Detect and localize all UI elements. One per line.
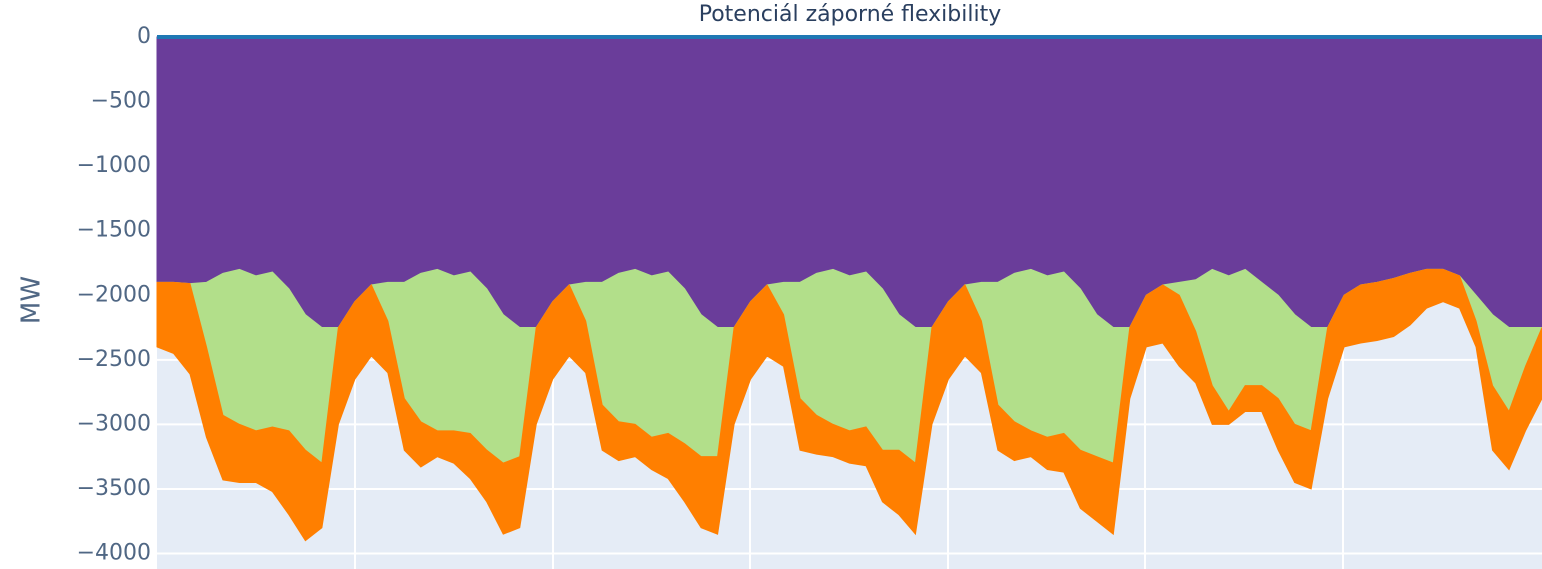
y-tick-label: −2000 xyxy=(77,282,151,307)
y-axis-label: MW xyxy=(17,276,47,324)
y-tick-label: −1500 xyxy=(77,218,151,243)
chart-title: Potenciál záporné flexibility xyxy=(699,2,1002,27)
y-tick-label: −2500 xyxy=(77,347,151,372)
y-tick-label: −4000 xyxy=(77,541,151,566)
y-tick-label: −1000 xyxy=(77,153,151,178)
y-tick-label: −3500 xyxy=(77,476,151,501)
y-tick-label: −500 xyxy=(91,89,151,114)
y-tick-label: −3000 xyxy=(77,411,151,436)
y-tick-label: 0 xyxy=(137,24,151,49)
area xyxy=(156,268,1542,542)
